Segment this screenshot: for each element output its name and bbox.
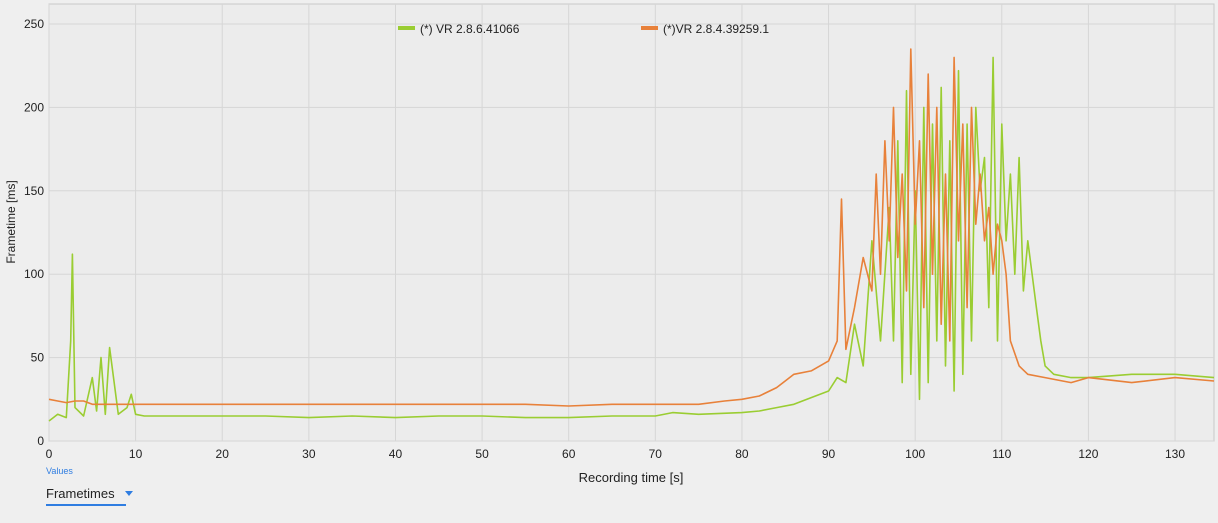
x-tick-label: 100 — [905, 447, 925, 461]
y-tick-label: 250 — [24, 17, 44, 31]
series-line-2 — [48, 48, 1215, 407]
legend-swatch — [641, 26, 658, 30]
x-tick-label: 60 — [562, 447, 576, 461]
x-tick-label: 20 — [216, 447, 230, 461]
x-tick-label: 120 — [1078, 447, 1098, 461]
values-dropdown-value: Frametimes — [46, 485, 115, 501]
x-tick-label: 110 — [992, 447, 1011, 461]
x-tick-label: 10 — [129, 447, 143, 461]
x-tick-label: 40 — [389, 447, 403, 461]
x-axis-label: Recording time [s] — [579, 470, 684, 485]
legend-label: (*)VR 2.8.4.39259.1 — [663, 22, 769, 36]
y-tick-label: 100 — [24, 267, 44, 281]
y-tick-label: 50 — [31, 351, 45, 365]
y-axis-label: Frametime [ms] — [4, 180, 18, 263]
y-tick-label: 0 — [37, 434, 44, 448]
x-tick-label: 50 — [475, 447, 489, 461]
chevron-down-icon — [124, 490, 133, 496]
legend-label: (*) VR 2.8.6.41066 — [420, 22, 520, 36]
values-dropdown[interactable]: Frametimes — [46, 482, 133, 506]
legend: (*) VR 2.8.6.41066 (*)VR 2.8.4.39259.1 — [398, 22, 769, 36]
x-tick-label: 30 — [302, 447, 316, 461]
legend-swatch — [398, 26, 415, 30]
values-caption: Values — [46, 466, 73, 476]
values-dropdown-container: Values Frametimes — [46, 466, 133, 506]
y-tick-label: 150 — [24, 184, 44, 198]
x-tick-label: 70 — [649, 447, 663, 461]
x-tick-label: 90 — [822, 447, 836, 461]
series-lines — [48, 48, 1215, 422]
series-line-1 — [48, 56, 1215, 422]
x-tick-label: 80 — [735, 447, 749, 461]
x-tick-label: 130 — [1165, 447, 1185, 461]
x-tick-label: 0 — [46, 447, 53, 461]
x-axis: 0 10 20 30 40 50 60 70 80 90 100 110 120 130 — [46, 447, 1186, 461]
y-tick-label: 200 — [24, 100, 44, 114]
y-axis: 0 50 100 150 200 250 — [24, 17, 44, 448]
grid-lines — [48, 4, 1214, 442]
plot-area — [48, 3, 1215, 442]
